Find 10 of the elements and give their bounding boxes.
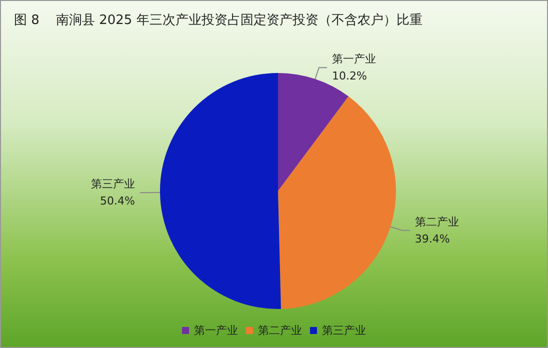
- chart-title: 图 8 南涧县 2025 年三次产业投资占固定资产投资（不含农户）比重: [14, 13, 422, 28]
- legend-label: 第三产业: [322, 324, 366, 337]
- data-label: 10.2%: [332, 70, 367, 83]
- slice-label: 第三产业: [91, 178, 136, 191]
- data-label: 39.4%: [414, 232, 450, 246]
- slice-label: 第一产业: [332, 52, 376, 66]
- legend-label: 第一产业: [194, 324, 238, 337]
- data-label: 50.4%: [100, 194, 136, 208]
- slice-label: 第二产业: [414, 215, 459, 228]
- legend-label: 第二产业: [258, 324, 302, 337]
